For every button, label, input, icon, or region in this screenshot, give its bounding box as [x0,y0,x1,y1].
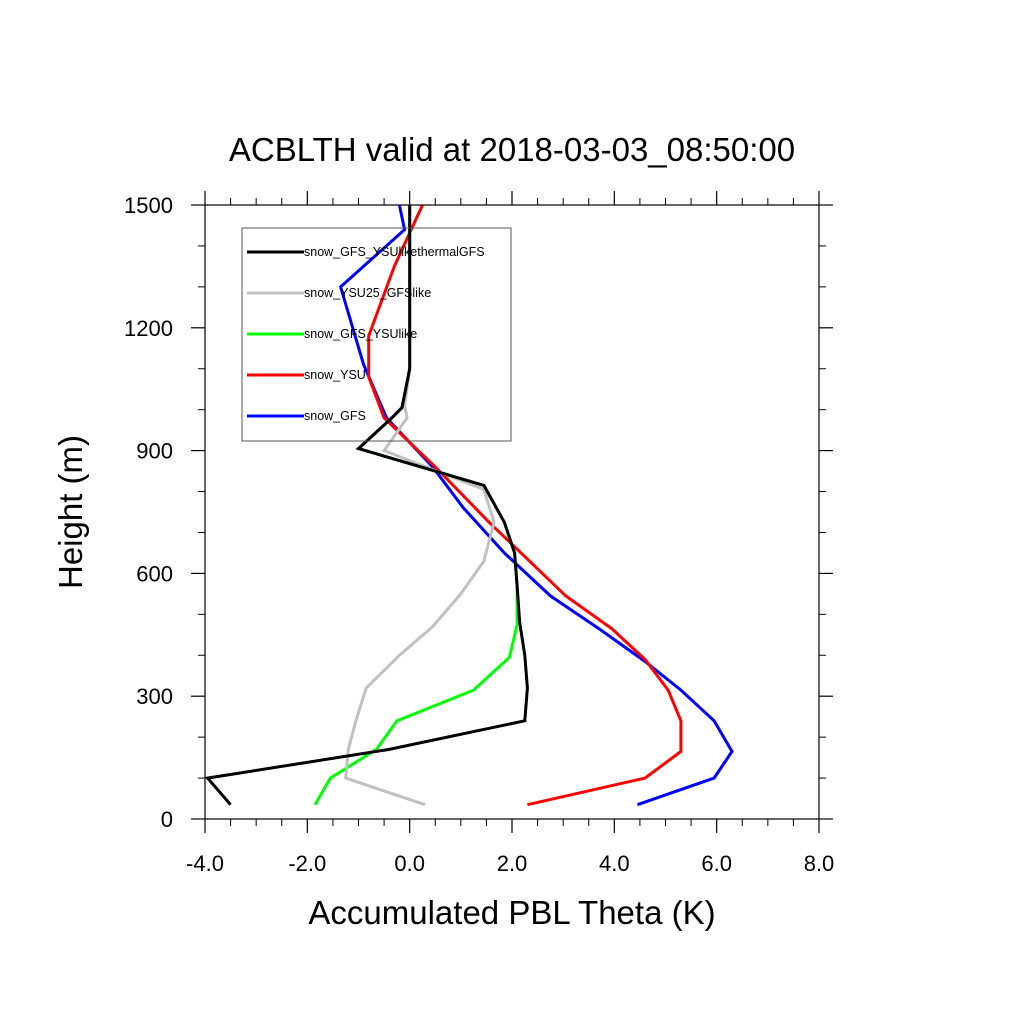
y-axis-label: Height (m) [52,435,89,589]
legend-label-snow-ysu: snow_YSU [304,368,366,382]
legend: snow_GFS_YSUlikethermalGFS snow_YSU25_GFS… [241,227,512,442]
plot-frame [204,204,820,820]
series-line-snow-gfs-ysulikethermalgfs [204,205,529,806]
y-tick-label: 300 [136,684,173,709]
legend-label-snow-ysu25-gfslike: snow_YSU25_GFSlike [304,286,431,300]
y-tick-label: 900 [136,439,173,464]
y-tick-label: 600 [136,561,173,586]
series-layer [204,204,734,807]
x-tick-label: 2.0 [497,851,528,876]
x-axis-label: Accumulated PBL Theta (K) [308,894,715,931]
series-line-snow-ysu [367,204,683,807]
x-tick-label: -4.0 [186,851,224,876]
chart-title: ACBLTH valid at 2018-03-03_08:50:00 [229,131,795,168]
x-tick-label: 4.0 [599,851,630,876]
legend-label-snow-gfs: snow_GFS [304,409,366,423]
legend-label-snow-gfs-ysulike: snow_GFS_YSUlike [304,327,417,341]
y-tick-label: 1200 [124,316,173,341]
y-tick-label: 0 [161,807,173,832]
x-tick-label: 8.0 [804,851,835,876]
series-line-snow-gfs [338,204,734,807]
x-tick-label: 0.0 [394,851,425,876]
x-tick-label: 6.0 [701,851,732,876]
y-tick-label: 1500 [124,193,173,218]
tick-layer: -4.0 -2.0 0.0 2.0 4.0 6.0 8.0 0 300 600 900 1200 150… [124,191,834,876]
legend-label-snow-gfs-ysulikethermalgfs: snow_GFS_YSUlikethermalGFS [304,245,485,259]
series-line-snow-ysu25-gfslike [344,205,496,807]
legend-box [241,227,512,442]
x-tick-label: -2.0 [288,851,326,876]
